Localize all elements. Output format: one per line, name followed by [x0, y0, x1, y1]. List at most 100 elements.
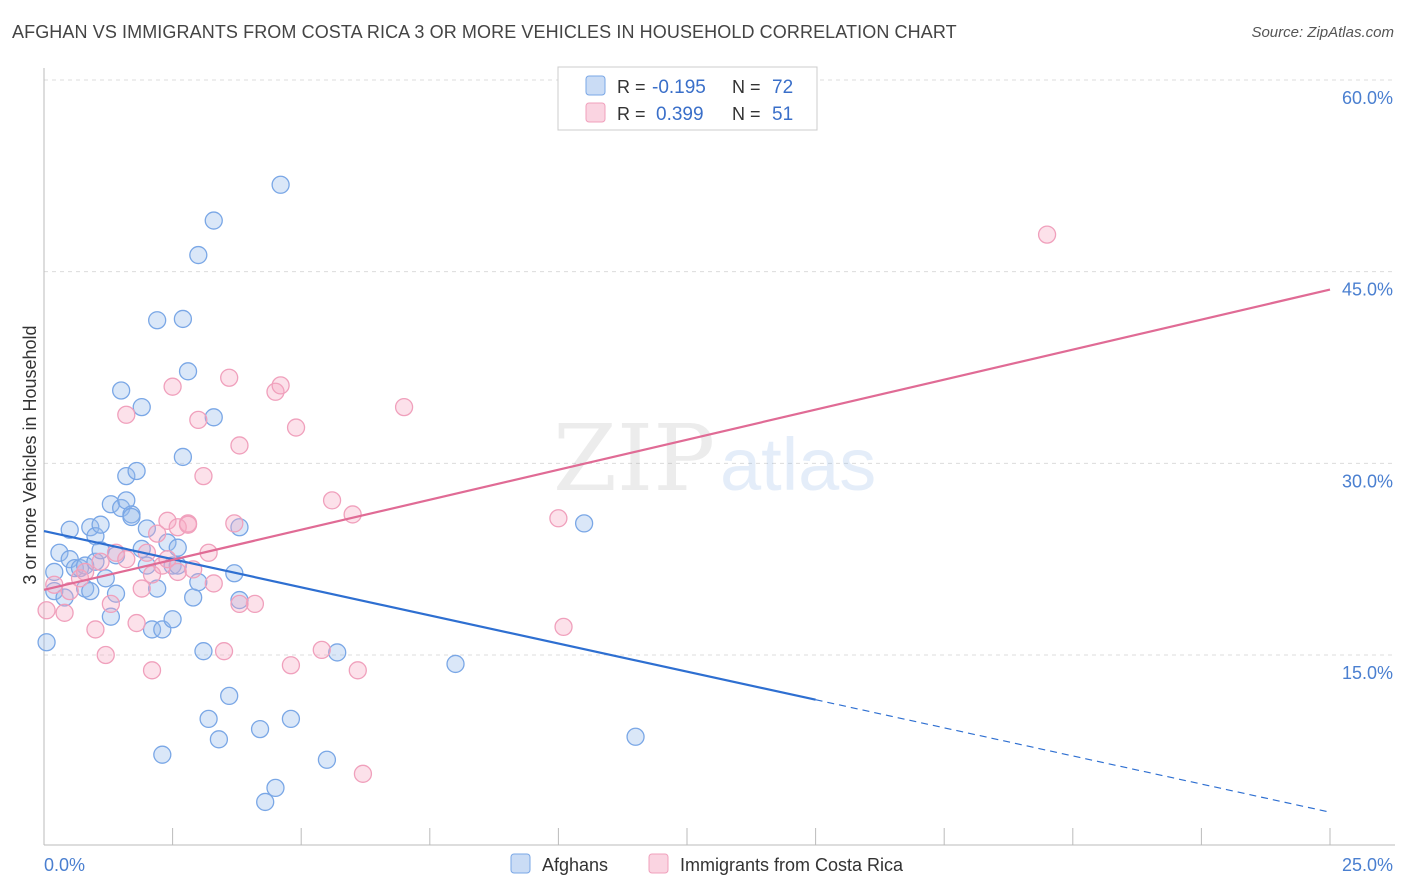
point-1-31 [214, 642, 234, 661]
point-1-3 [60, 581, 79, 601]
x-tick-labels: 0.0% 25.0% [44, 855, 1393, 875]
point-1-50 [91, 552, 110, 571]
bottom-legend-swatch-costa-rica [648, 853, 669, 874]
point-1-30 [204, 574, 223, 593]
point-1-34 [230, 436, 249, 455]
point-1-11 [117, 405, 136, 424]
point-1-38 [281, 656, 301, 675]
x-tick-label-1: 25.0% [1342, 855, 1393, 875]
point-1-22 [168, 562, 187, 582]
point-0-61 [271, 175, 290, 194]
point-0-67 [626, 727, 645, 746]
point-0-52 [204, 211, 223, 230]
point-0-16 [91, 515, 110, 534]
point-0-60 [266, 778, 285, 798]
point-0-51 [204, 408, 223, 427]
point-0-25 [117, 466, 136, 486]
y-tick-labels: 15.0% 30.0% 45.0% 60.0% [1342, 88, 1393, 683]
point-0-24 [117, 491, 136, 510]
y-tick-label-2: 45.0% [1342, 280, 1393, 300]
chart-title: AFGHAN VS IMMIGRANTS FROM COSTA RICA 3 O… [12, 22, 957, 42]
point-0-29 [132, 397, 151, 417]
point-1-2 [55, 603, 74, 622]
point-0-43 [173, 447, 193, 467]
y-tick-label-0: 15.0% [1342, 663, 1393, 683]
watermark-zip: ZIP [553, 405, 715, 512]
point-1-12 [127, 613, 146, 633]
bottom-legend-afghans: Afghans [542, 855, 608, 875]
point-0-21 [106, 584, 126, 603]
point-0-5 [60, 520, 79, 539]
point-0-58 [250, 719, 270, 739]
point-0-3 [50, 543, 69, 562]
legend-r-value-0: -0.195 [652, 77, 706, 98]
point-1-6 [86, 620, 105, 639]
point-1-28 [194, 466, 213, 486]
legend-r-value-1: 0.399 [656, 104, 704, 125]
point-0-33 [142, 620, 162, 639]
point-0-46 [184, 588, 203, 607]
point-1-47 [353, 764, 373, 783]
point-1-35 [245, 594, 265, 614]
point-1-8 [101, 594, 121, 614]
point-1-20 [158, 511, 177, 530]
point-0-17 [96, 569, 115, 588]
point-1-13 [132, 579, 151, 598]
point-1-40 [312, 640, 331, 660]
point-0-11 [81, 581, 100, 601]
point-1-45 [549, 509, 568, 528]
point-0-0 [37, 633, 56, 652]
legend-n-value-0: 72 [772, 77, 793, 98]
legend-n-label-0: N = [732, 77, 761, 97]
point-1-1 [45, 575, 64, 594]
point-1-0 [37, 601, 56, 620]
series-costa-rica [37, 225, 1057, 783]
point-0-53 [209, 730, 229, 749]
point-0-32 [137, 519, 157, 538]
point-0-28 [127, 461, 146, 481]
point-1-39 [286, 418, 306, 437]
y-tick-label-3: 60.0% [1342, 88, 1393, 108]
point-1-32 [220, 368, 239, 387]
point-1-27 [189, 410, 208, 430]
point-0-27 [122, 507, 141, 527]
trend-line-costa-rica [43, 288, 1331, 591]
point-1-16 [142, 661, 162, 680]
point-1-7 [96, 645, 115, 665]
point-0-1 [45, 562, 64, 582]
legend-n-value-1: 51 [772, 104, 793, 125]
point-0-62 [281, 709, 301, 729]
point-0-18 [101, 607, 121, 626]
legend-swatch-afghans [585, 75, 606, 96]
bottom-legend-swatch-afghans [510, 853, 531, 874]
point-1-17 [148, 524, 167, 543]
point-0-64 [328, 643, 347, 662]
bottom-legend: Afghans Immigrants from Costa Rica [510, 853, 904, 875]
point-0-42 [168, 538, 187, 557]
point-0-63 [317, 750, 337, 769]
y-tick-label-1: 30.0% [1342, 471, 1393, 491]
series-afghans [37, 175, 645, 812]
point-1-46 [554, 617, 573, 637]
point-1-25 [178, 515, 198, 534]
point-0-39 [163, 610, 182, 629]
y-axis-label: 3 or more Vehicles in Household [20, 325, 40, 584]
point-0-65 [446, 654, 465, 674]
point-0-37 [153, 745, 172, 764]
x-tick-label-0: 0.0% [44, 855, 85, 875]
point-1-44 [394, 397, 414, 417]
trend-lines [43, 288, 1331, 813]
point-0-34 [148, 579, 167, 598]
point-0-50 [199, 709, 218, 729]
point-1-43 [348, 661, 367, 680]
trend-line-afghans-extension [815, 699, 1331, 813]
point-0-54 [220, 686, 239, 706]
grid-lines [44, 79, 1395, 656]
point-1-49 [230, 594, 249, 614]
point-1-33 [225, 514, 244, 533]
point-1-21 [163, 377, 182, 396]
point-0-47 [189, 245, 208, 265]
legend-r-label-1: R = [617, 104, 646, 124]
legend-n-label-1: N = [732, 104, 761, 124]
